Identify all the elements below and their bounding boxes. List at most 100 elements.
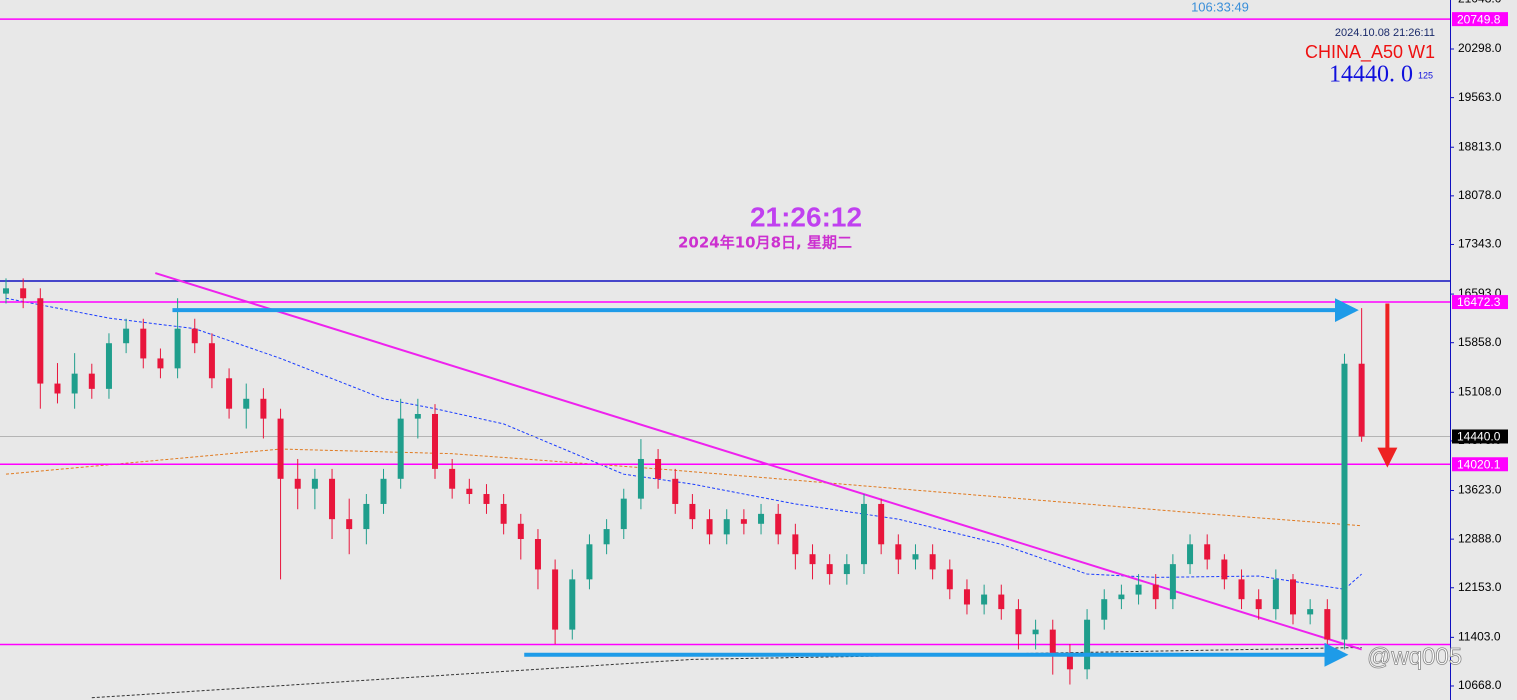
price-tag xyxy=(1452,429,1508,444)
clock: 21:26:12 xyxy=(750,201,862,232)
candle-body xyxy=(414,413,421,419)
candle-body xyxy=(243,398,250,409)
candle-body xyxy=(792,534,799,555)
price-tag-label: 20749.8 xyxy=(1457,12,1501,26)
candle-body xyxy=(689,503,696,520)
price-tag-label: 16472.3 xyxy=(1457,295,1501,309)
spread: 125 xyxy=(1418,70,1433,80)
candle-body xyxy=(861,503,867,565)
date-text: 2024年10月8日, 星期二 xyxy=(678,234,852,252)
candle-body xyxy=(569,579,576,630)
candle-body xyxy=(1204,544,1211,560)
candle-body xyxy=(1135,584,1142,595)
candle-body xyxy=(826,564,833,575)
price-tag xyxy=(1452,295,1508,310)
candle-body xyxy=(517,523,524,540)
price-tag xyxy=(1452,12,1508,27)
candle-body xyxy=(843,564,850,575)
candle-body xyxy=(226,378,233,409)
price-display: 14440. 0 xyxy=(1329,62,1413,88)
watermark: @wq005 xyxy=(1367,643,1462,670)
moving-average xyxy=(91,646,1362,699)
candle-body xyxy=(500,503,507,524)
candle-body xyxy=(981,594,988,605)
candle-body xyxy=(706,519,713,535)
server-time: 2024.10.08 21:26:11 xyxy=(1335,27,1435,39)
candle-body xyxy=(54,383,61,394)
candle-body xyxy=(1187,544,1194,565)
price-tag xyxy=(1452,457,1508,472)
y-tick-label: 15108.0 xyxy=(1458,384,1502,398)
candle-body xyxy=(1084,619,1091,670)
y-tick-label: 12888.0 xyxy=(1458,531,1502,545)
y-tick-label: 18078.0 xyxy=(1458,188,1502,202)
y-tick-label: 17343.0 xyxy=(1458,237,1502,251)
candle-body xyxy=(929,554,936,570)
candle-body xyxy=(723,519,730,535)
candle-body xyxy=(1066,654,1073,670)
countdown: 106:33:49 xyxy=(1191,0,1249,14)
candle-body xyxy=(37,298,44,384)
candle-body xyxy=(1169,564,1176,600)
candle-body xyxy=(586,544,593,580)
candle-body xyxy=(603,529,610,545)
candle-body xyxy=(449,468,456,489)
moving-average xyxy=(5,297,1362,590)
candle-body xyxy=(174,328,181,369)
candle-body xyxy=(1307,609,1314,615)
candle-body xyxy=(483,494,490,504)
candle-body xyxy=(1049,629,1056,655)
price-tag-label: 14020.1 xyxy=(1457,457,1501,471)
candle-body xyxy=(397,418,404,479)
trendline xyxy=(154,272,1362,651)
candle-body xyxy=(672,478,679,504)
candle-body xyxy=(552,569,559,630)
candle-body xyxy=(140,328,147,359)
candle-body xyxy=(946,569,953,590)
candle-body xyxy=(878,503,885,545)
candle-body xyxy=(363,503,370,530)
y-tick-label: 20298.0 xyxy=(1458,41,1502,55)
candle-body xyxy=(208,343,215,379)
symbol: CHINA_A50 W1 xyxy=(1305,42,1435,63)
candle-body xyxy=(998,594,1005,610)
candle-body xyxy=(311,478,318,489)
candle-body xyxy=(620,498,627,530)
candle-body xyxy=(432,413,438,469)
candle-body xyxy=(809,554,816,565)
candle-body xyxy=(88,373,95,389)
candle-body xyxy=(260,398,267,419)
candle-body xyxy=(534,539,541,570)
price-tag-label: 14440.0 xyxy=(1457,430,1501,444)
candle-body xyxy=(346,519,353,530)
candle-body xyxy=(1255,599,1262,610)
candle-body xyxy=(912,554,919,560)
candle-body xyxy=(277,418,284,479)
candle-body xyxy=(1272,579,1279,610)
candle-body xyxy=(1358,363,1365,437)
candle-body xyxy=(1341,363,1348,640)
candle-body xyxy=(1290,579,1296,615)
y-tick-label: 13623.0 xyxy=(1458,483,1502,497)
candle-body xyxy=(1015,609,1022,635)
y-tick-label: 12153.0 xyxy=(1458,580,1502,594)
candle-body xyxy=(294,478,301,489)
y-tick-label: 10668.0 xyxy=(1458,678,1502,692)
candle-body xyxy=(1238,579,1245,600)
y-tick-label: 11403.0 xyxy=(1458,630,1501,644)
y-tick-label: 15858.0 xyxy=(1458,335,1502,349)
candle-body xyxy=(1032,629,1039,635)
candle-body xyxy=(740,519,747,524)
candle-body xyxy=(655,458,662,479)
y-tick-label: 21048.0 xyxy=(1458,0,1502,6)
candle-body xyxy=(758,513,765,524)
candle-body xyxy=(329,478,336,520)
candle-body xyxy=(3,288,9,294)
candle-body xyxy=(71,373,78,394)
candle-body xyxy=(637,458,644,499)
candle-body xyxy=(157,358,164,369)
candle-body xyxy=(1118,594,1125,600)
